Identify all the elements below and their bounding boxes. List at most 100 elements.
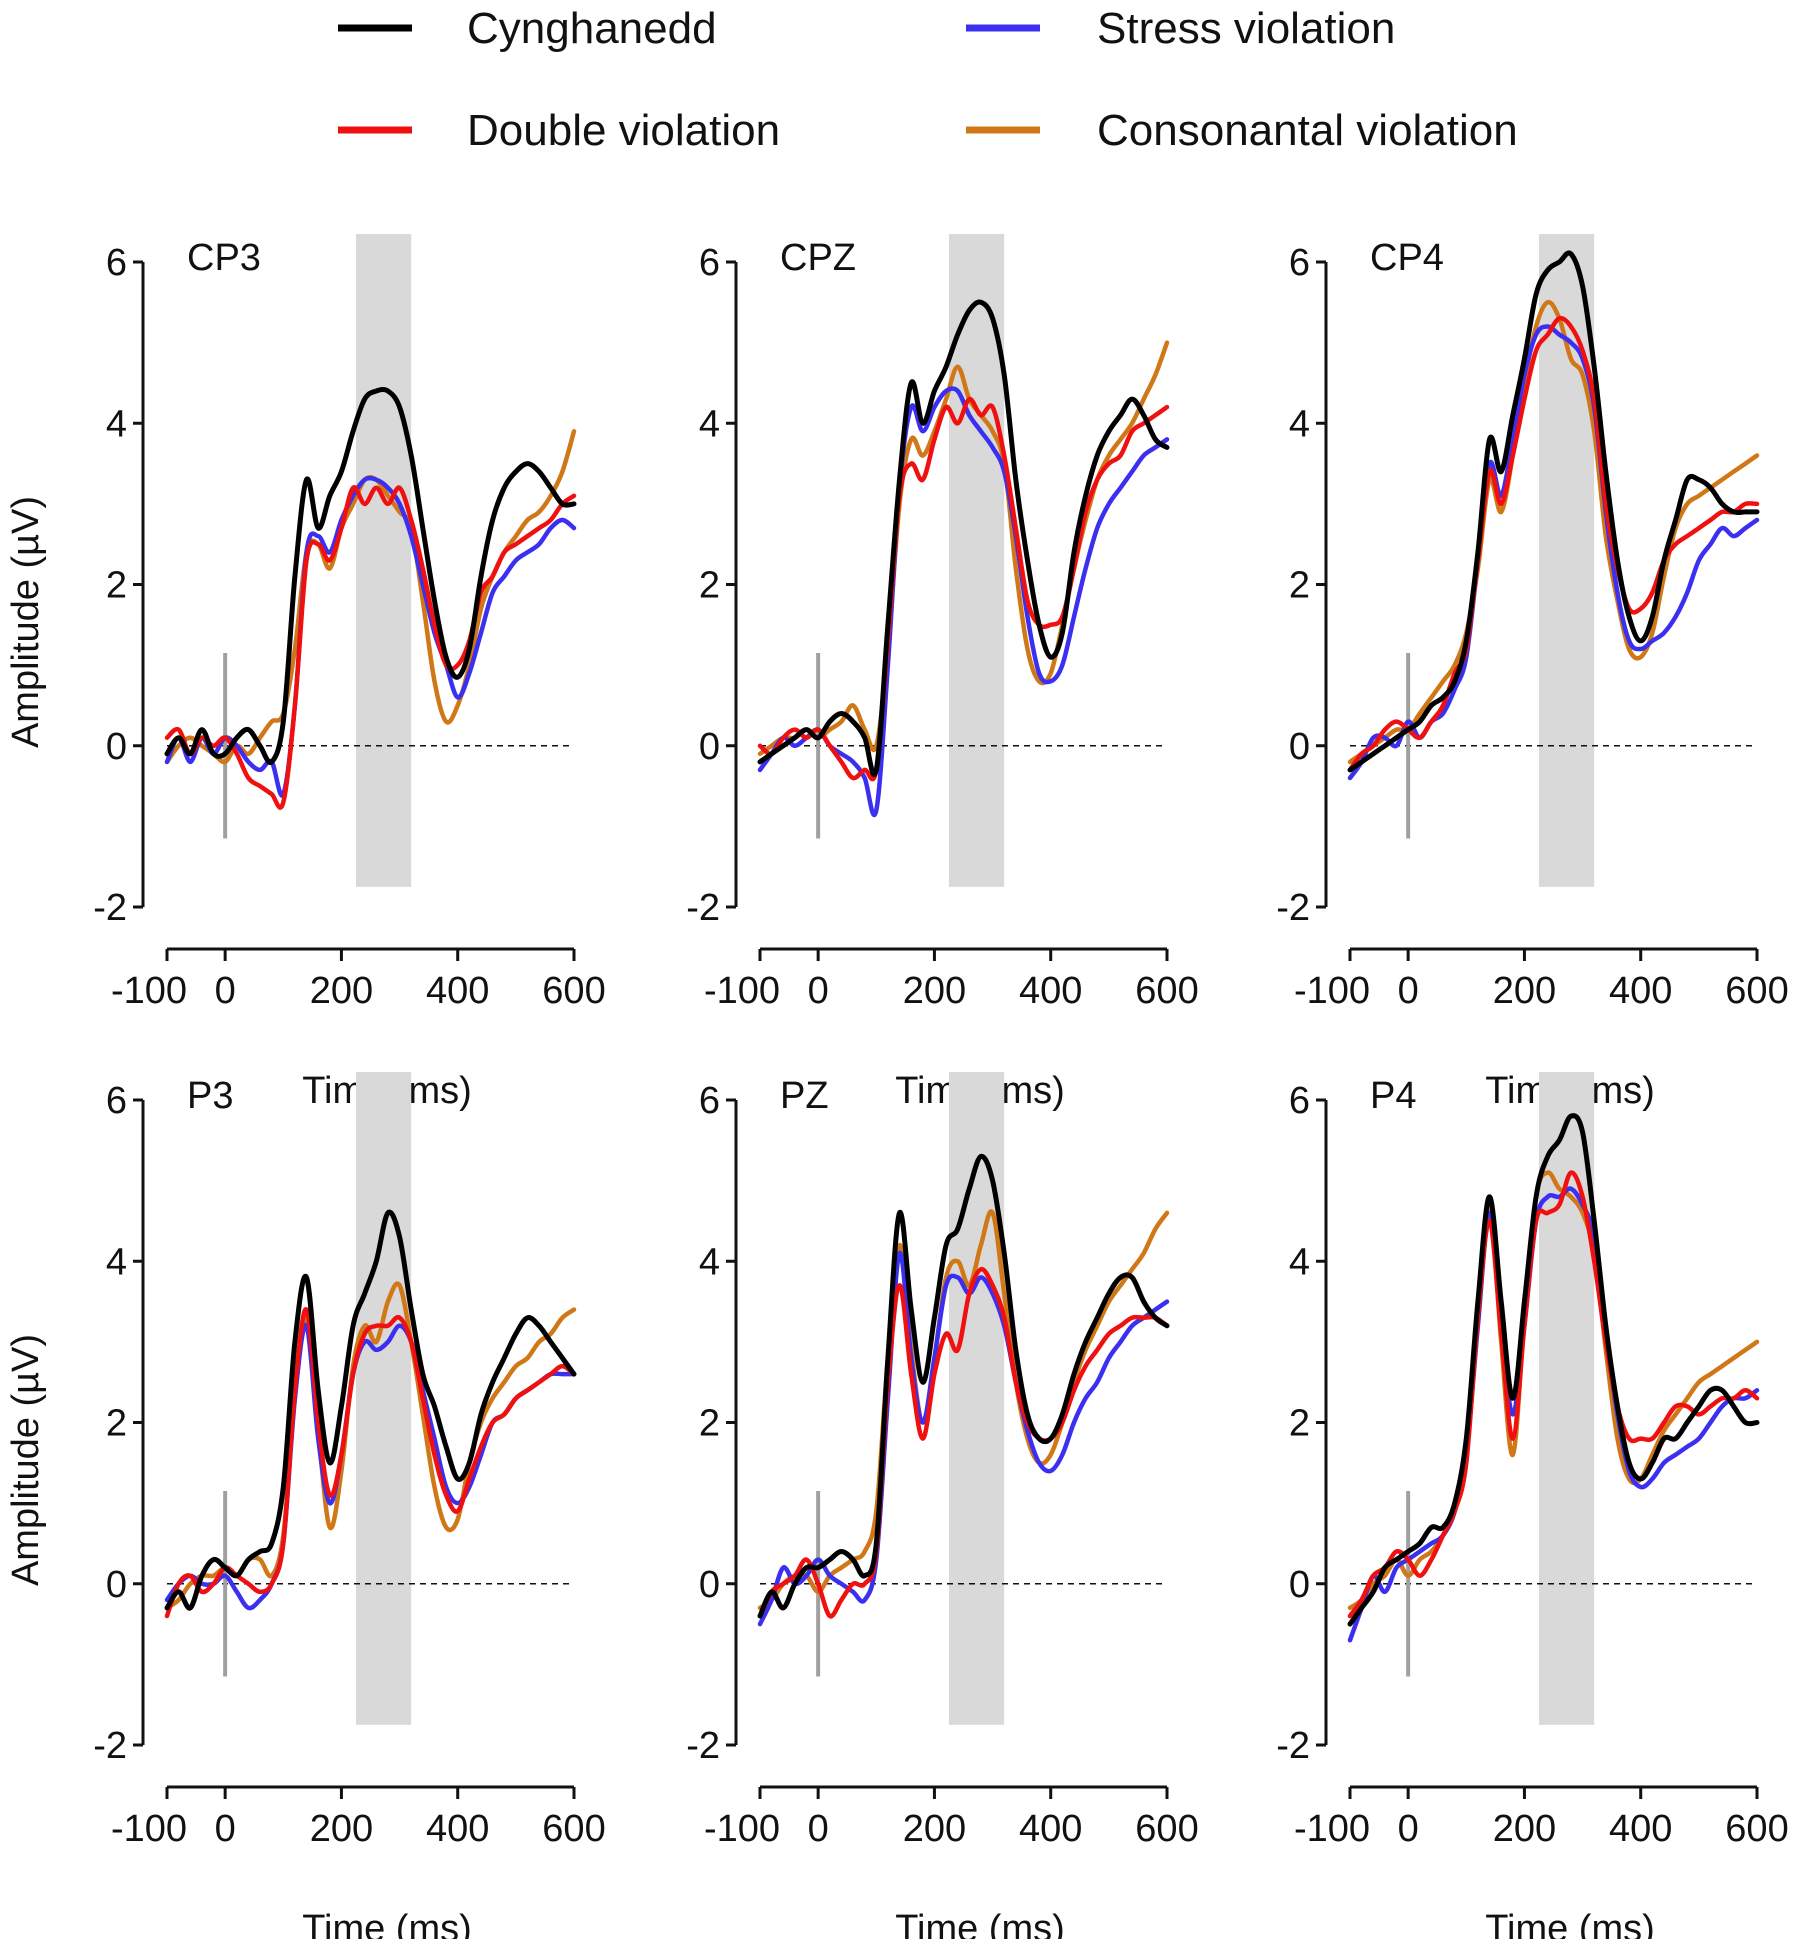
x-tick-label: 400 bbox=[1609, 970, 1672, 1012]
y-tick-label: 4 bbox=[106, 403, 127, 445]
panel-title: PZ bbox=[780, 1075, 829, 1117]
x-tick-label: 400 bbox=[426, 1808, 489, 1850]
series-line-cynghanedd bbox=[1347, 1113, 1760, 1627]
y-axis-title: Amplitude (µV) bbox=[5, 1334, 47, 1586]
y-tick-label: -2 bbox=[1276, 887, 1310, 929]
y-tick-label: 6 bbox=[699, 1080, 720, 1122]
y-tick-label: 2 bbox=[699, 1403, 720, 1445]
series-line-cynghanedd bbox=[164, 386, 577, 766]
x-tick-label: -100 bbox=[704, 970, 780, 1012]
panel-title: CPZ bbox=[780, 237, 856, 279]
y-tick-label: 2 bbox=[699, 565, 720, 607]
y-tick-label: 4 bbox=[699, 403, 720, 445]
y-tick-label: 0 bbox=[699, 1564, 720, 1606]
y-tick-label: 6 bbox=[106, 1080, 127, 1122]
x-axis-title: Time (ms) bbox=[895, 1908, 1065, 1939]
y-tick-label: 0 bbox=[1289, 1564, 1310, 1606]
x-tick-label: 400 bbox=[1019, 970, 1082, 1012]
legend-label-double-violation: Double violation bbox=[467, 106, 780, 155]
x-axis-title: Time (ms) bbox=[302, 1908, 472, 1939]
panel-title: CP4 bbox=[1370, 237, 1444, 279]
y-tick-label: -2 bbox=[686, 887, 720, 929]
series-line-consonantal-violation bbox=[1347, 299, 1760, 765]
series-line-cynghanedd bbox=[757, 1153, 1170, 1619]
x-tick-label: 0 bbox=[1398, 1808, 1419, 1850]
y-tick-label: 2 bbox=[106, 565, 127, 607]
panel-title: P4 bbox=[1370, 1075, 1416, 1117]
x-tick-label: 600 bbox=[542, 1808, 605, 1850]
x-tick-label: -100 bbox=[111, 970, 187, 1012]
y-tick-label: 0 bbox=[106, 1564, 127, 1606]
x-tick-label: 0 bbox=[808, 1808, 829, 1850]
x-tick-label: 400 bbox=[426, 970, 489, 1012]
x-tick-label: -100 bbox=[704, 1808, 780, 1850]
y-tick-label: 4 bbox=[1289, 1241, 1310, 1283]
y-tick-label: 6 bbox=[699, 242, 720, 284]
x-tick-label: 0 bbox=[215, 1808, 236, 1850]
x-tick-label: 200 bbox=[1493, 1808, 1556, 1850]
series-line-cynghanedd bbox=[757, 299, 1170, 777]
y-tick-label: 6 bbox=[1289, 1080, 1310, 1122]
panel-pz: -2 0 2 4 6 -100 0 200 400 600 Time (ms) PZ bbox=[686, 1072, 1199, 1939]
x-tick-label: 600 bbox=[1725, 1808, 1788, 1850]
x-axis-title: Time (ms) bbox=[1485, 1908, 1655, 1939]
legend-label-stress-violation: Stress violation bbox=[1097, 4, 1395, 53]
y-tick-label: 0 bbox=[106, 726, 127, 768]
x-tick-label: 200 bbox=[903, 970, 966, 1012]
y-tick-label: 6 bbox=[1289, 242, 1310, 284]
series-line-cynghanedd bbox=[164, 1209, 577, 1611]
x-tick-label: -100 bbox=[1294, 970, 1370, 1012]
series-line-double-violation bbox=[757, 1267, 1170, 1619]
series-line-double-violation bbox=[1347, 1170, 1760, 1619]
y-tick-label: 2 bbox=[1289, 565, 1310, 607]
x-tick-label: 600 bbox=[542, 970, 605, 1012]
x-tick-label: -100 bbox=[111, 1808, 187, 1850]
y-tick-label: 4 bbox=[106, 1241, 127, 1283]
x-tick-label: 200 bbox=[1493, 970, 1556, 1012]
y-tick-label: 2 bbox=[1289, 1403, 1310, 1445]
x-tick-label: -100 bbox=[1294, 1808, 1370, 1850]
panel-title: P3 bbox=[187, 1075, 233, 1117]
x-tick-label: 400 bbox=[1609, 1808, 1672, 1850]
y-tick-label: -2 bbox=[93, 887, 127, 929]
analysis-window bbox=[355, 1072, 412, 1725]
panel-title: CP3 bbox=[187, 237, 261, 279]
x-tick-label: 200 bbox=[903, 1808, 966, 1850]
legend: Cynghanedd Stress violation Double violati… bbox=[338, 4, 1518, 155]
analysis-window bbox=[355, 234, 412, 887]
x-tick-label: 600 bbox=[1135, 1808, 1198, 1850]
x-tick-label: 600 bbox=[1135, 970, 1198, 1012]
series-line-cynghanedd bbox=[1347, 250, 1760, 773]
analysis-window bbox=[948, 234, 1005, 887]
y-tick-label: 2 bbox=[106, 1403, 127, 1445]
series-line-double-violation bbox=[1347, 315, 1760, 773]
legend-label-cynghanedd: Cynghanedd bbox=[467, 4, 717, 53]
series-line-stress-violation bbox=[757, 1250, 1170, 1627]
y-tick-label: 6 bbox=[106, 242, 127, 284]
series-line-double-violation bbox=[757, 396, 1170, 782]
y-tick-label: 4 bbox=[699, 1241, 720, 1283]
x-tick-label: 0 bbox=[1398, 970, 1419, 1012]
y-tick-label: -2 bbox=[1276, 1725, 1310, 1767]
x-tick-label: 200 bbox=[310, 970, 373, 1012]
y-tick-label: 0 bbox=[699, 726, 720, 768]
panel-p4: -2 0 2 4 6 -100 0 200 400 600 Time (ms) P4 bbox=[1276, 1072, 1789, 1939]
series-line-stress-violation bbox=[1347, 1186, 1760, 1643]
y-axis-title: Amplitude (µV) bbox=[5, 496, 47, 748]
y-tick-label: -2 bbox=[686, 1725, 720, 1767]
y-tick-label: 4 bbox=[1289, 403, 1310, 445]
x-tick-label: 200 bbox=[310, 1808, 373, 1850]
legend-label-consonantal-violation: Consonantal violation bbox=[1097, 106, 1518, 155]
y-tick-label: 0 bbox=[1289, 726, 1310, 768]
panel-p3: -2 0 2 4 6 -100 0 200 400 600 Time (ms) Amplitude (… bbox=[5, 1072, 606, 1939]
x-tick-label: 600 bbox=[1725, 970, 1788, 1012]
series-line-stress-violation bbox=[164, 475, 577, 798]
x-tick-label: 400 bbox=[1019, 1808, 1082, 1850]
x-tick-label: 0 bbox=[215, 970, 236, 1012]
x-tick-label: 0 bbox=[808, 970, 829, 1012]
